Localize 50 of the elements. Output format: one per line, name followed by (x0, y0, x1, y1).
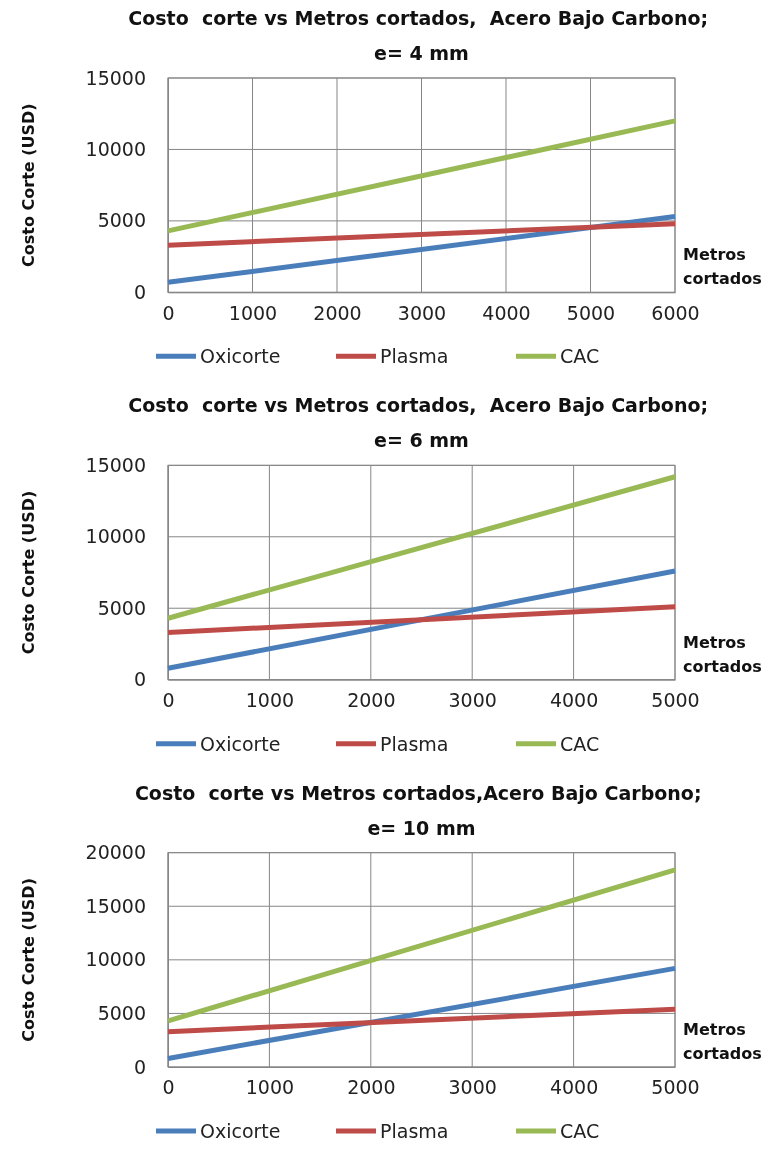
y-tick-label: 10000 (85, 525, 146, 548)
y-tick-label: 5000 (97, 209, 146, 232)
legend-label: Oxicorte (200, 732, 281, 755)
x-tick-label: 2000 (313, 301, 362, 324)
y-tick-label: 5000 (97, 1002, 146, 1024)
x-tick-label: 3000 (448, 1076, 497, 1099)
legend-label: Plasma (380, 732, 449, 755)
x-tick-label: 5000 (566, 301, 616, 324)
y-tick-label: 15000 (85, 894, 146, 917)
x-tick-label: 4000 (482, 301, 531, 324)
chart-title: Costo corte vs Metros cortados, Acero Bajo Carbono; e= 6 mm (128, 394, 715, 452)
x-axis-title: Metros cortados (683, 632, 762, 676)
y-tick-label: 0 (133, 668, 146, 691)
legend-label: CAC (560, 1120, 600, 1142)
x-tick-label: 1000 (228, 301, 278, 324)
y-axis-title: Costo Corte (USD) (19, 103, 38, 267)
legend-label: Plasma (380, 345, 449, 368)
x-tick-label: 4000 (549, 689, 599, 712)
y-tick-label: 0 (133, 1055, 146, 1078)
x-tick-label: 0 (162, 301, 175, 324)
y-tick-label: 15000 (85, 453, 146, 476)
x-tick-label: 6000 (651, 301, 700, 324)
chart-title: Costo corte vs Metros cortados,Acero Bajo Carbono; e= 10 mm (134, 781, 709, 839)
y-tick-label: 15000 (85, 66, 146, 89)
x-tick-label: 4000 (549, 1076, 599, 1099)
y-tick-label: 10000 (85, 948, 146, 971)
x-tick-label: 0 (162, 1076, 175, 1099)
x-tick-label: 3000 (397, 301, 447, 324)
x-tick-label: 5000 (651, 689, 700, 712)
legend-label: CAC (560, 732, 600, 755)
y-tick-label: 5000 (97, 596, 146, 619)
legend-label: Plasma (380, 1120, 449, 1142)
x-tick-label: 1000 (245, 1076, 295, 1099)
y-tick-label: 20000 (85, 841, 146, 864)
x-axis-title: Metros cortados (683, 1020, 762, 1063)
x-tick-label: 1000 (245, 689, 295, 712)
x-tick-label: 2000 (347, 1076, 396, 1099)
x-tick-label: 3000 (448, 689, 497, 712)
legend-label: Oxicorte (200, 345, 281, 368)
y-axis-title: Costo Corte (USD) (19, 878, 38, 1042)
x-tick-label: 0 (162, 689, 175, 712)
legend-label: CAC (560, 345, 600, 368)
y-axis-title: Costo Corte (USD) (19, 490, 38, 655)
y-tick-label: 0 (133, 280, 146, 303)
y-tick-label: 10000 (85, 138, 146, 161)
legend-label: Oxicorte (200, 1120, 281, 1142)
x-tick-label: 2000 (347, 689, 396, 712)
chart-title: Costo corte vs Metros cortados, Acero Bajo Carbono; e= 4 mm (128, 7, 715, 64)
x-tick-label: 5000 (651, 1076, 700, 1099)
x-axis-title: Metros cortados (683, 245, 762, 289)
